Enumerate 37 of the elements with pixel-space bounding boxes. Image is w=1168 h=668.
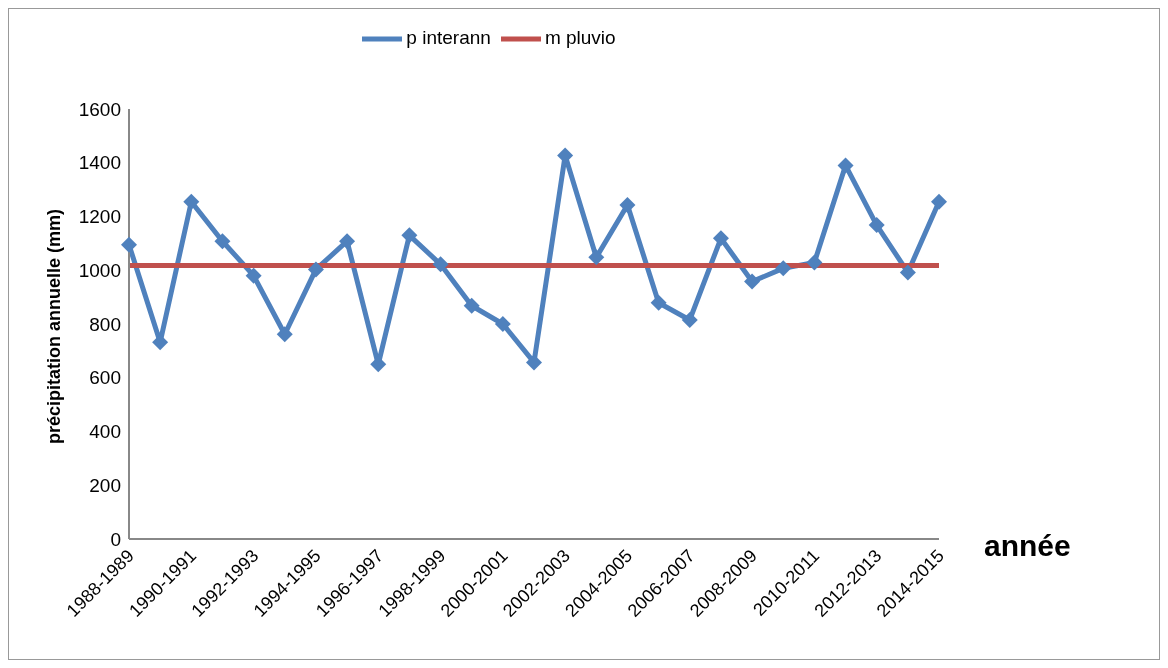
point	[931, 193, 947, 210]
point	[121, 236, 137, 253]
x-axis-title: année	[984, 529, 1071, 563]
point	[183, 193, 200, 210]
point	[214, 233, 231, 250]
point	[712, 230, 729, 247]
point	[245, 267, 262, 284]
point	[432, 256, 449, 273]
point	[494, 316, 511, 332]
y-tick-label: 1400	[78, 152, 121, 174]
point	[463, 297, 480, 314]
y-tick-label: 1000	[78, 259, 121, 281]
point	[276, 326, 293, 343]
y-axis-title: précipitation annuelle (mm)	[44, 208, 65, 444]
point	[899, 264, 916, 281]
point	[619, 196, 636, 213]
y-tick-label: 400	[89, 421, 121, 443]
y-tick-label: 0	[110, 528, 121, 550]
y-tick-label: 200	[89, 474, 121, 496]
point	[681, 311, 698, 328]
y-tick-label: 1600	[78, 98, 121, 120]
point	[775, 260, 792, 277]
y-tick-label: 800	[89, 313, 121, 335]
point	[588, 249, 605, 266]
legend-label: p interann	[406, 27, 491, 49]
point	[650, 294, 667, 311]
y-tick-label: 600	[89, 367, 121, 389]
point	[806, 254, 823, 271]
point	[837, 157, 854, 174]
point	[401, 227, 418, 244]
point	[868, 217, 885, 234]
point	[744, 273, 761, 290]
point	[307, 261, 324, 278]
point	[526, 354, 542, 371]
point	[339, 233, 356, 250]
legend-label: m pluvio	[544, 27, 616, 49]
y-tick-label: 1200	[78, 206, 121, 228]
